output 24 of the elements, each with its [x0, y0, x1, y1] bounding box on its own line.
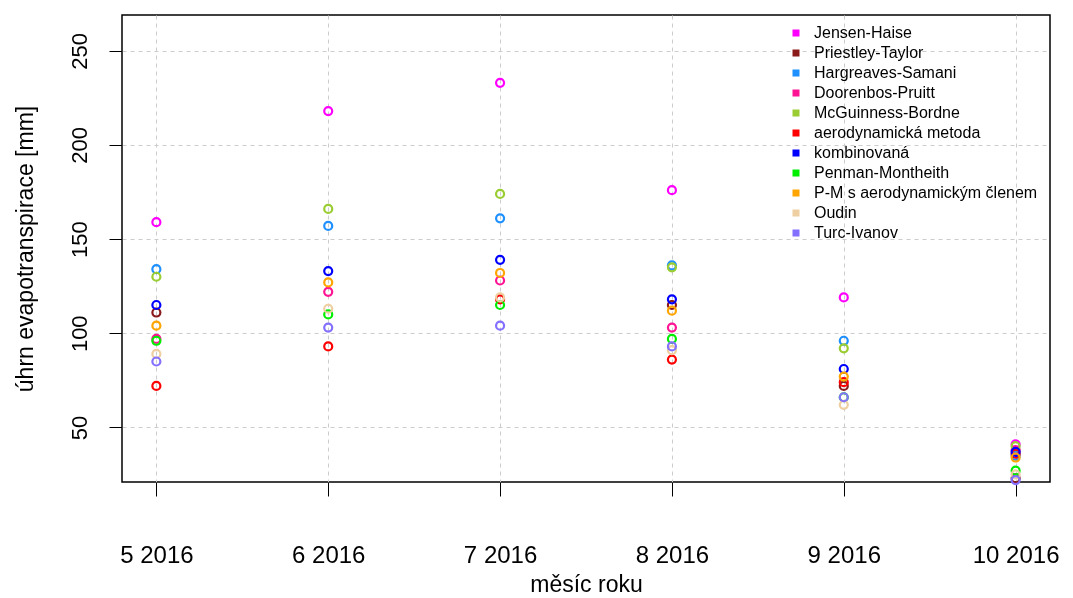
- x-tick-label: 5 2016: [120, 540, 194, 568]
- x-tick-label: 6 2016: [292, 540, 366, 568]
- y-tick-label: 200: [66, 127, 92, 164]
- x-axis-title: měsíc roku: [530, 570, 643, 597]
- y-tick-label: 50: [66, 415, 92, 441]
- x-tick-label: 9 2016: [807, 540, 881, 568]
- legend-label: aerodynamická metoda: [814, 124, 981, 141]
- x-tick-label: 7 2016: [463, 540, 538, 568]
- legend-label: Oudin: [814, 204, 857, 221]
- legend-label: Doorenbos-Pruitt: [814, 84, 936, 101]
- y-axis-title: úhrn evapotranspirace [mm]: [11, 105, 38, 393]
- x-tick-label: 10 2016: [972, 540, 1060, 568]
- legend-label: Priestley-Taylor: [814, 44, 925, 61]
- legend-label: Penman-Montheith: [814, 164, 950, 181]
- legend-label: Jensen-Haise: [814, 24, 912, 41]
- legend-label: kombinovaná: [814, 144, 910, 161]
- legend-label: Turc-Ivanov: [814, 224, 898, 241]
- y-tick-label: 250: [66, 32, 92, 70]
- legend-label: McGuinness-Bordne: [814, 104, 960, 121]
- legend-label: Hargreaves-Samani: [814, 64, 957, 81]
- y-tick-label: 100: [66, 315, 92, 353]
- legend-label: P-M s aerodynamickým členem: [814, 184, 1038, 201]
- x-tick-label: 8 2016: [635, 540, 710, 568]
- y-tick-label: 150: [66, 221, 92, 258]
